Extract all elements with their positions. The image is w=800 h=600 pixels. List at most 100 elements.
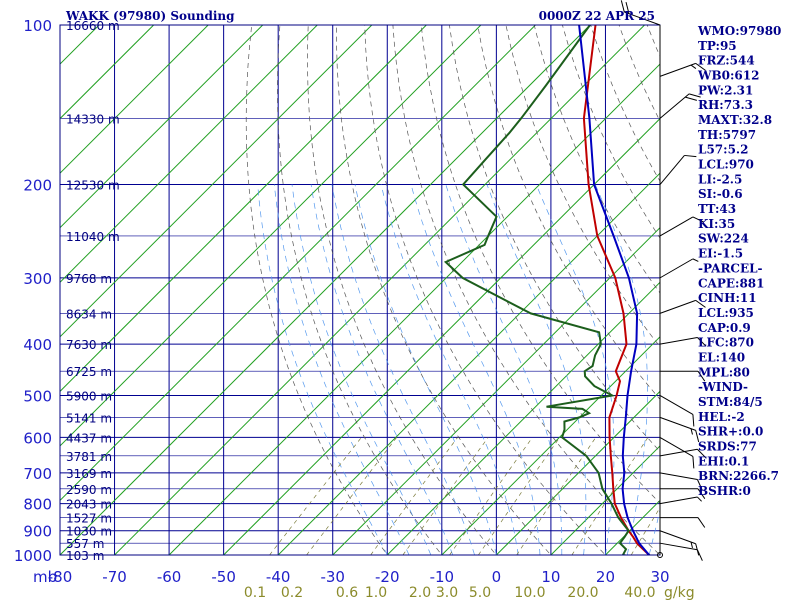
- wind-barb-flag: [684, 154, 697, 158]
- index-entry: HEL:-2: [698, 410, 745, 424]
- temperature-tick-label: -70: [102, 568, 127, 586]
- isotherm-line: [223, 117, 660, 555]
- wind-barb-flag: [685, 96, 697, 101]
- isotherm-line: [441, 336, 660, 555]
- moist-adiabat: [354, 184, 497, 555]
- isotherm-line: [60, 25, 264, 229]
- wind-barb-staff: [659, 395, 694, 415]
- index-entry: LCL:935: [698, 306, 754, 320]
- wind-barb-staff: [659, 416, 696, 431]
- wind-barb-staff: [659, 216, 694, 237]
- index-entry: BSHR:0: [698, 484, 751, 498]
- index-entry: CAP:0.9: [698, 321, 751, 335]
- mixing-ratio-label: 2.0: [409, 585, 431, 600]
- wind-barb-staff: [659, 436, 694, 457]
- height-tick-label: 12530 m: [66, 179, 120, 193]
- index-entry: SRDS:77: [698, 439, 757, 453]
- mixing-ratio-label: 5.0: [469, 585, 491, 600]
- moist-adiabat: [535, 184, 615, 555]
- wind-barb-flag: [697, 496, 702, 502]
- index-entry: WMO:97980: [697, 24, 781, 38]
- index-entry: -PARCEL-: [698, 261, 763, 275]
- pressure-tick-label: 900: [23, 523, 52, 541]
- isotherm-line: [60, 25, 427, 393]
- moist-adiabat: [594, 184, 648, 555]
- index-entry: CINH:11: [698, 291, 757, 305]
- index-entry: LCL:970: [698, 158, 754, 172]
- temperature-trace: [578, 25, 652, 555]
- mixing-ratio-line: [269, 437, 362, 555]
- isotherm-line: [114, 25, 645, 555]
- mixing-ratio-label: 20.0: [567, 585, 598, 600]
- pressure-tick-label: 100: [23, 17, 52, 35]
- height-tick-label: 9768 m: [66, 272, 112, 286]
- moist-adiabat: [648, 508, 660, 555]
- temperature-tick-label: -10: [430, 568, 455, 586]
- height-tick-label: 103 m: [66, 549, 104, 563]
- index-entry: EL:140: [698, 350, 745, 364]
- wind-barb-staff: [659, 337, 698, 345]
- pressure-tick-label: 500: [23, 387, 52, 405]
- indices-panel: WMO:97980TP:95FRZ:544WB0:612PW:2.31RH:73…: [697, 24, 781, 498]
- temperature-tick-label: -30: [320, 568, 345, 586]
- index-entry: SHR+:0.0: [698, 425, 763, 439]
- pressure-tick-label: 800: [23, 496, 52, 514]
- wind-barb-column: [620, 0, 707, 561]
- isotherm-line: [277, 172, 660, 555]
- axis-corner-label: mb: [33, 568, 57, 586]
- index-entry: KI:35: [698, 217, 735, 231]
- pressure-tick-label: 600: [23, 429, 52, 447]
- moist-adiabat: [273, 184, 410, 555]
- moist-adiabat: [310, 184, 454, 555]
- mixing-ratio-line: [630, 507, 660, 555]
- wind-barb-flag: [620, 0, 625, 13]
- parcel-path-trace: [582, 25, 652, 555]
- wind-barb-staff: [659, 93, 690, 119]
- index-entry: SW:224: [698, 232, 749, 246]
- isotherm-line: [550, 445, 660, 555]
- height-tick-label: 557 m: [66, 537, 104, 551]
- temperature-tick-label: 30: [650, 568, 669, 586]
- temperature-tick-label: -80: [48, 568, 73, 586]
- wind-barb-flag: [690, 64, 697, 69]
- height-tick-label: 3781 m: [66, 450, 112, 464]
- temperature-tick-label: -20: [375, 568, 400, 586]
- index-entry: SI:-0.6: [698, 187, 743, 201]
- temperature-tick-label: -50: [211, 568, 236, 586]
- mixing-ratio-label: 40.0: [624, 585, 655, 600]
- height-tick-label: 7630 m: [66, 338, 112, 352]
- isotherm-line: [60, 25, 591, 555]
- dry-adiabat: [336, 25, 552, 555]
- height-tick-label: 5141 m: [66, 411, 112, 425]
- moist-adiabat: [291, 184, 432, 555]
- height-tick-label: 5900 m: [66, 389, 112, 403]
- wind-barb-staff: [659, 542, 698, 551]
- isotherm-line: [386, 281, 660, 555]
- wind-barb-flag: [697, 337, 707, 347]
- height-tick-label: 6725 m: [66, 365, 112, 379]
- calm-wind-marker: [657, 552, 663, 558]
- mixing-ratio-line: [306, 437, 397, 555]
- height-tick-label: 1030 m: [66, 525, 112, 539]
- wind-barb-flag: [692, 414, 695, 427]
- wind-barb-flag: [692, 456, 695, 469]
- dewpoint-trace: [443, 25, 630, 555]
- pressure-tick-label: 300: [23, 270, 52, 288]
- isotherm-line: [60, 25, 536, 502]
- wind-barb-flag: [692, 216, 704, 223]
- dry-adiabat: [364, 25, 606, 555]
- index-entry: LI:-2.5: [698, 172, 742, 186]
- pressure-tick-label: 700: [23, 465, 52, 483]
- wind-barb-staff: [659, 448, 698, 457]
- height-tick-label: 3169 m: [66, 467, 112, 481]
- temperature-tick-label: -40: [266, 568, 291, 586]
- pressure-tick-label: 1000: [14, 547, 52, 565]
- pressure-tick-label: 200: [23, 177, 52, 195]
- index-entry: PW:2.31: [698, 83, 753, 97]
- moist-adiabat: [380, 184, 519, 555]
- index-entry: CAPE:881: [698, 276, 765, 290]
- chart-title: WAKK (97980) Sounding: [65, 9, 235, 23]
- moist-adiabat: [410, 184, 541, 555]
- wind-barb-staff: [659, 155, 685, 185]
- wind-barb-flag: [692, 258, 699, 262]
